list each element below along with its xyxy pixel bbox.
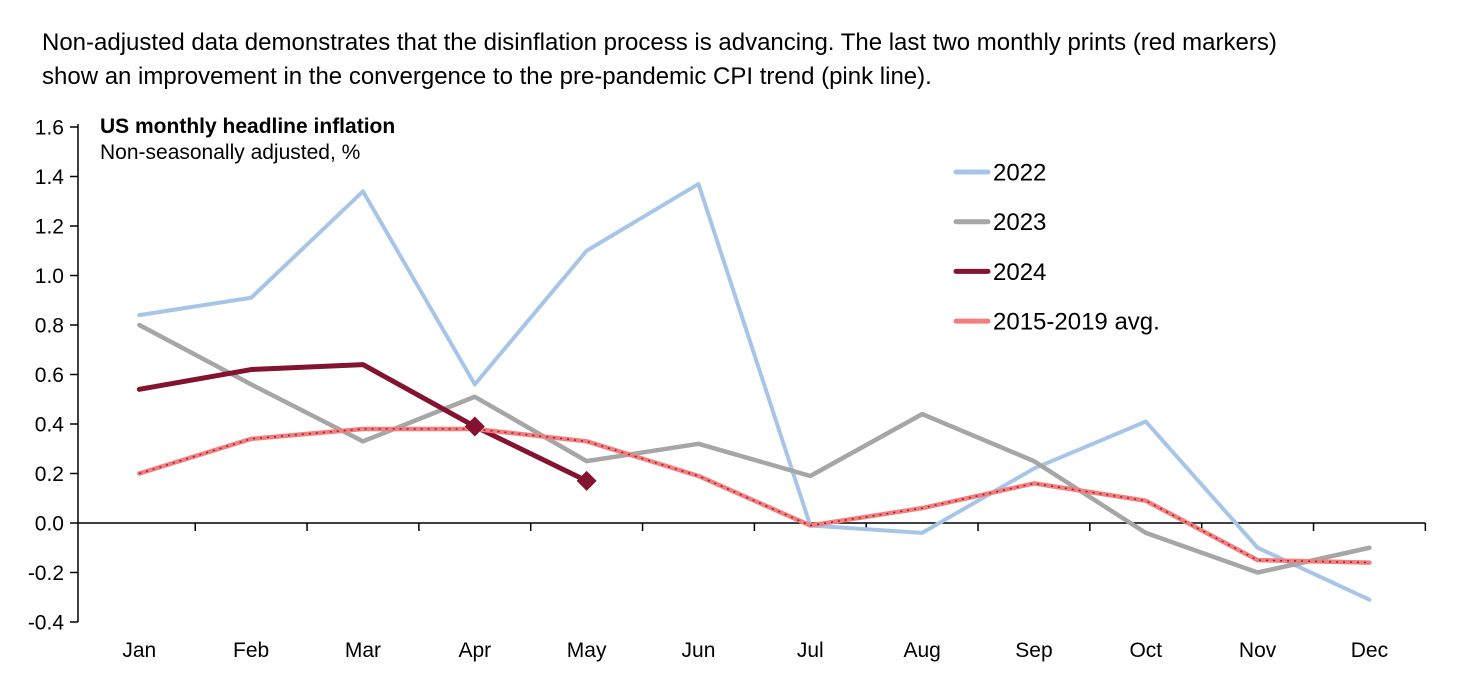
legend-label: 2023: [993, 209, 1046, 236]
legend-label: 2022: [993, 160, 1046, 187]
x-tick-label: Oct: [1129, 639, 1162, 662]
x-tick-label: Aug: [903, 639, 940, 662]
headline-text: Non-adjusted data demonstrates that the …: [42, 26, 1432, 94]
x-tick-label: Mar: [345, 639, 381, 662]
y-tick-label: 1.2: [35, 216, 64, 239]
series-line-2022: [137, 181, 1372, 602]
y-tick-label: -0.2: [28, 562, 64, 585]
y-tick-label: 0.2: [35, 463, 64, 486]
series-line-2023: [137, 322, 1372, 575]
y-tick-label: 0.6: [35, 364, 64, 387]
headline-line-1: Non-adjusted data demonstrates that the …: [42, 29, 1277, 56]
x-tick-label: Dec: [1351, 639, 1388, 662]
x-tick-label: May: [567, 639, 607, 662]
headline-line-2: show an improvement in the convergence t…: [42, 63, 932, 90]
legend-label: 2015-2019 avg.: [993, 309, 1160, 336]
series-dotted-overlay: [139, 428, 1370, 564]
y-tick-label: 1.4: [35, 166, 65, 189]
y-tick-label: 0.8: [35, 315, 64, 338]
y-tick-label: 1.0: [35, 265, 64, 288]
marker-diamond-2024-may: [576, 470, 597, 491]
series-line-2024: [136, 362, 590, 484]
x-tick-label: Jun: [682, 639, 716, 662]
x-tick-label: Feb: [233, 639, 269, 662]
x-tick-label: Jul: [797, 639, 824, 662]
chart-title: US monthly headline inflation: [100, 115, 396, 138]
y-tick-label: 1.6: [35, 117, 64, 140]
x-tick-label: Nov: [1239, 639, 1277, 662]
marker-diamond-2024-apr: [464, 416, 485, 437]
series-line-2015-2019-avg-: [137, 426, 1372, 565]
chart-subtitle: Non-seasonally adjusted, %: [100, 141, 361, 164]
legend-label: 2024: [993, 259, 1046, 286]
x-tick-label: Apr: [458, 639, 491, 662]
y-tick-label: 0.4: [35, 414, 65, 437]
x-tick-label: Sep: [1015, 639, 1052, 662]
x-tick-label: Jan: [122, 639, 156, 662]
y-tick-label: -0.4: [28, 612, 65, 635]
y-tick-label: 0.0: [35, 513, 64, 536]
